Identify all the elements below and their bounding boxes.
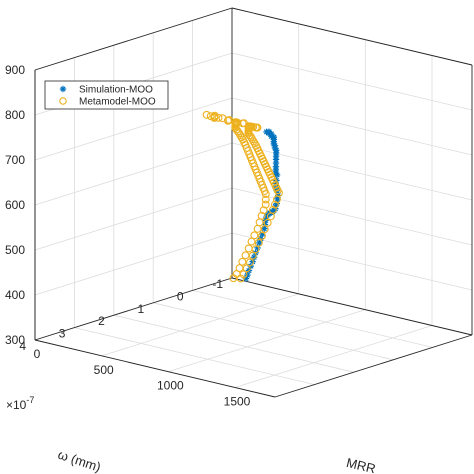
- axis-edge: [231, 277, 473, 336]
- axis-labels: ω (mm) ×10-7 MRR: [6, 395, 377, 474]
- legend-label: Simulation-MOO: [79, 85, 153, 96]
- x-tick-label: -1: [212, 277, 223, 291]
- x-tick-label: 4: [19, 339, 26, 353]
- x-axis-line: [274, 334, 473, 398]
- legend-marker-metamodel: [59, 97, 67, 105]
- y-axis-line: [34, 339, 276, 398]
- x-tick-label: 1: [138, 302, 145, 316]
- gridline: [113, 314, 354, 373]
- metamodel-point: [258, 231, 266, 240]
- y-tick-label: 1000: [157, 379, 184, 393]
- z-tick-label: 300: [5, 333, 25, 347]
- metamodel-point: [245, 131, 254, 140]
- y-tick-label: 1500: [224, 395, 251, 409]
- gridline: [168, 309, 366, 373]
- metamodel-point: [244, 244, 253, 253]
- simulation-point: [274, 195, 281, 203]
- metamodel-point: [210, 114, 219, 122]
- z-tick-label: 800: [5, 108, 25, 122]
- legend-label: Metamodel-MOO: [79, 97, 156, 108]
- gridline: [34, 97, 233, 161]
- metamodel-point: [261, 195, 270, 204]
- x-tick-label: 2: [98, 314, 105, 328]
- x-tick-label: 0: [177, 289, 184, 303]
- legend-box: [44, 80, 169, 110]
- metamodel-point: [266, 212, 275, 221]
- y-axis-label: MRR: [345, 455, 377, 474]
- gridline: [231, 52, 473, 111]
- simulation-point: [261, 225, 268, 232]
- metamodel-point: [255, 218, 264, 227]
- metamodel-point: [214, 113, 223, 122]
- x-axis-label: ω (mm): [56, 447, 103, 474]
- x-exponent-power: -7: [26, 395, 34, 405]
- axis-edge: [34, 7, 233, 71]
- metamodel-point: [270, 200, 279, 209]
- gridline: [34, 142, 233, 206]
- gridline: [34, 232, 233, 296]
- axis-edge: [231, 7, 473, 66]
- metamodel-point: [229, 274, 238, 283]
- metamodel-point: [218, 114, 227, 123]
- axis-edge: [34, 277, 233, 341]
- simulation-point: [273, 171, 281, 179]
- metamodel-point: [263, 218, 272, 227]
- axes-frame: [34, 7, 473, 398]
- grid-lines: [34, 7, 473, 398]
- gridline: [153, 302, 394, 361]
- y-tick-label: 500: [94, 363, 114, 377]
- gridline: [192, 290, 433, 348]
- metamodel-point: [259, 206, 268, 215]
- metamodel-point: [261, 190, 270, 199]
- metamodel-point: [245, 258, 254, 267]
- metamodel-point: [238, 257, 247, 266]
- x-exponent-base: ×10: [6, 398, 27, 412]
- gridline: [101, 293, 299, 357]
- metamodel-point: [202, 110, 211, 119]
- metamodel-point: [261, 200, 270, 209]
- x-tick-label: 3: [59, 327, 66, 341]
- metamodel-point: [233, 127, 242, 136]
- gridline: [34, 187, 233, 251]
- metamodel-point: [272, 195, 281, 204]
- gridline: [231, 232, 473, 291]
- y-tick-label: 0: [34, 347, 41, 361]
- gridline: [231, 97, 473, 156]
- z-tick-label: 400: [5, 288, 25, 302]
- metamodel-point: [241, 251, 250, 260]
- gridline: [234, 325, 433, 388]
- data-points: [202, 110, 283, 283]
- legend-marker-simulation: [59, 85, 67, 93]
- x-axis-exponent: ×10-7: [6, 395, 34, 412]
- metamodel-point: [253, 224, 262, 233]
- metamodel-point: [247, 237, 256, 246]
- metamodel-point: [250, 231, 259, 240]
- simulation-point: [256, 239, 263, 247]
- metamodel-point: [254, 238, 263, 247]
- z-tick-label: 600: [5, 198, 25, 212]
- z-tick-label: 700: [5, 153, 25, 167]
- z-tick-label: 500: [5, 243, 25, 257]
- z-tick-label: 900: [5, 63, 25, 77]
